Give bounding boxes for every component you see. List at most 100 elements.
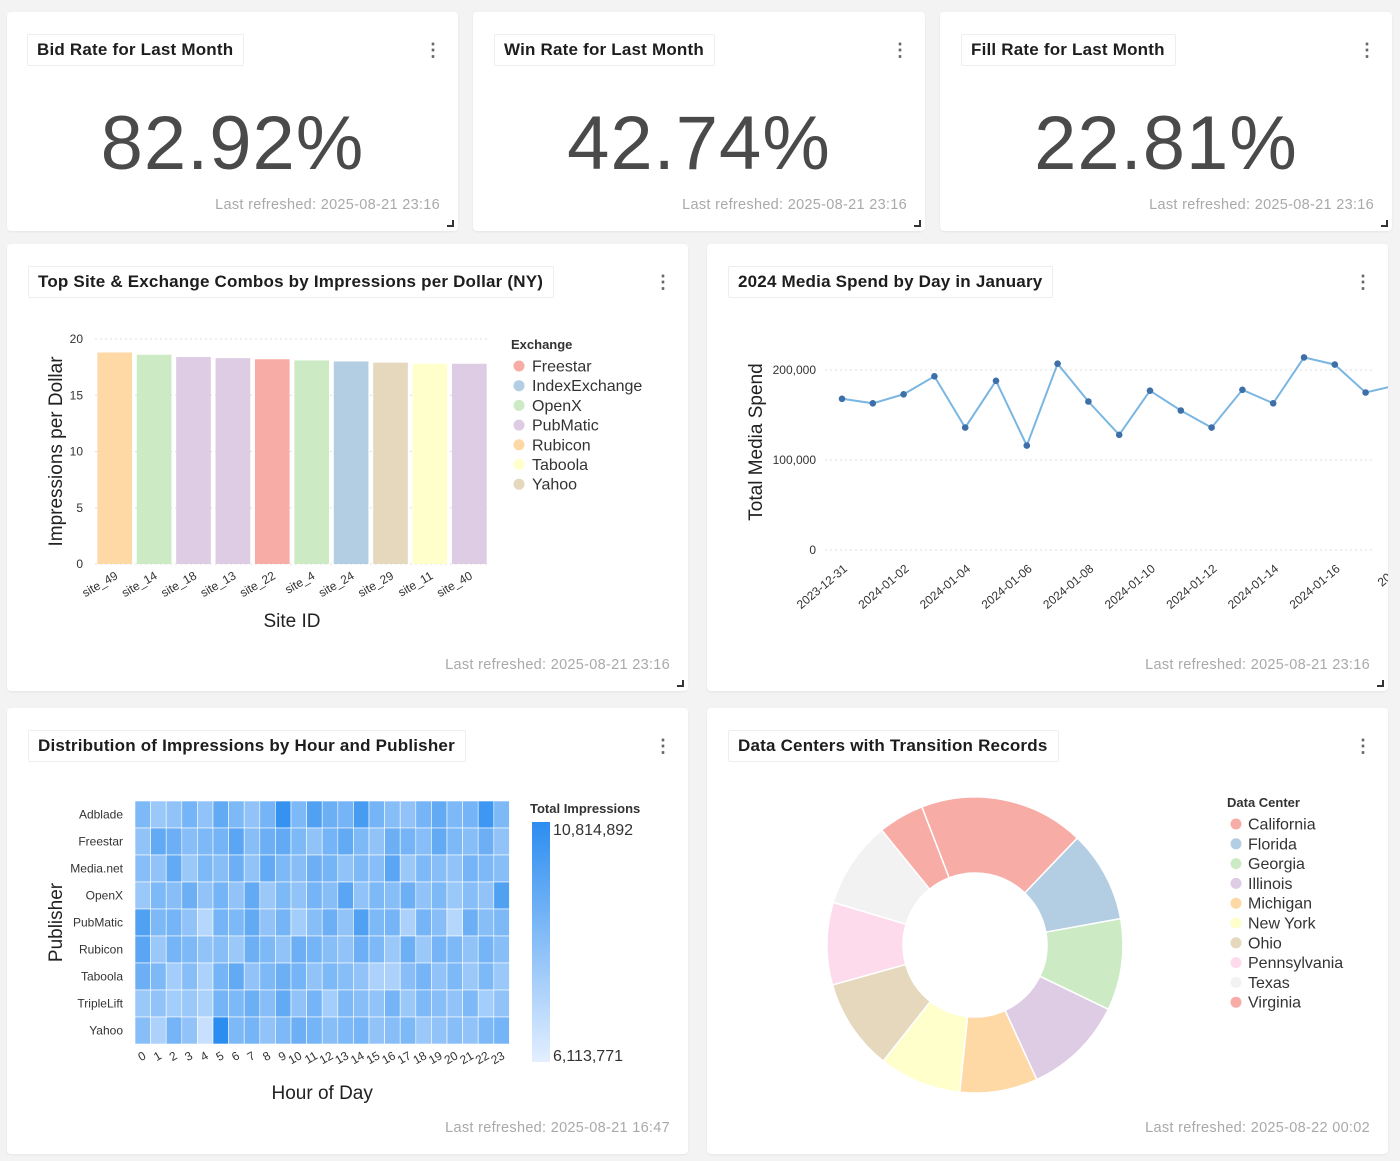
x-tick-label: site_22 [237, 568, 278, 600]
y-tick-label: 0 [76, 557, 83, 571]
x-tick-label: 21 [457, 1048, 476, 1067]
colorbar-min-label: 6,113,771 [553, 1048, 623, 1065]
heatmap-cell [165, 881, 183, 910]
resize-handle-icon[interactable] [914, 220, 921, 227]
x-tick-label: site_24 [316, 568, 357, 600]
heatmap-cell [134, 962, 151, 991]
bar [215, 358, 251, 564]
heatmap-cell [399, 881, 417, 910]
heatmap-cell [431, 962, 448, 991]
line-chart-card: 2024 Media Spend by Day in January ⋮ 0 10… [707, 244, 1388, 691]
heatmap-cell [134, 827, 151, 856]
kpi-value: 82.92% [100, 101, 365, 186]
heatmap-cell [150, 854, 167, 883]
legend-label: Ohio [1248, 935, 1282, 952]
legend-label: Freestar [532, 359, 592, 376]
x-tick-label: 17 [395, 1048, 414, 1067]
heatmap-cell [321, 800, 339, 829]
heatmap-cell [431, 827, 448, 856]
heatmap-cell [165, 827, 183, 856]
heatmap-cell [368, 935, 385, 964]
heatmap-cell [243, 935, 261, 964]
heatmap-cell [275, 989, 292, 1018]
heatmap-cell [446, 881, 463, 910]
heatmap-cell [212, 962, 229, 991]
series-line [841, 356, 1388, 449]
heatmap-cell [197, 1016, 214, 1045]
resize-handle-icon[interactable] [447, 220, 454, 227]
resize-handle-icon[interactable] [1377, 680, 1384, 687]
resize-handle-icon[interactable] [1381, 220, 1388, 227]
heatmap-cell [415, 1016, 432, 1045]
data-point [1239, 386, 1246, 394]
x-tick-label: 14 [348, 1048, 367, 1067]
heatmap-cell [306, 962, 323, 991]
bar [136, 354, 172, 564]
heatmap-cell [493, 800, 510, 829]
more-options-icon[interactable]: ⋮ [654, 736, 672, 756]
heatmap-cell [259, 827, 276, 856]
legend-label: IndexExchange [532, 378, 642, 395]
legend-label: Georgia [1248, 856, 1305, 873]
heatmap-cell [181, 1016, 198, 1045]
heatmap-cell [462, 827, 479, 856]
heatmap-cell [337, 908, 354, 937]
heatmap-cell [290, 827, 307, 856]
legend-label: PubMatic [532, 418, 599, 435]
y-tick-label: 5 [76, 501, 83, 515]
more-options-icon[interactable]: ⋮ [891, 40, 909, 60]
y-tick-label: Yahoo [89, 1024, 123, 1038]
more-options-icon[interactable]: ⋮ [424, 40, 442, 60]
data-point [1177, 407, 1185, 414]
heatmap-cell [150, 989, 167, 1018]
more-options-icon[interactable]: ⋮ [654, 272, 672, 292]
heatmap-cell [368, 800, 385, 829]
card-title: 2024 Media Spend by Day in January [728, 266, 1054, 298]
more-options-icon[interactable]: ⋮ [1354, 272, 1372, 292]
colorbar [532, 822, 550, 1062]
heatmap-cell [384, 908, 401, 937]
heatmap-cell [462, 1016, 479, 1045]
heatmap-cell [275, 935, 292, 964]
x-tick-label: 3 [182, 1048, 195, 1064]
heatmap-cell [290, 989, 307, 1018]
bar [294, 360, 330, 564]
y-axis-label: Publisher [46, 882, 67, 962]
y-tick-label: Adblade [79, 808, 123, 822]
legend-label: Taboola [532, 457, 588, 474]
legend-label: California [1248, 817, 1316, 834]
heatmap-cell [150, 935, 167, 964]
heatmap-cell [384, 881, 401, 910]
heatmap-cell [368, 962, 385, 991]
heatmap-cell [134, 935, 151, 964]
heatmap-cell [493, 1016, 510, 1045]
x-tick-label: 2024-01-04 [917, 561, 973, 611]
heatmap-cell [446, 1016, 463, 1045]
legend-marker [1230, 976, 1242, 988]
more-options-icon[interactable]: ⋮ [1354, 736, 1372, 756]
resize-handle-icon[interactable] [677, 680, 684, 687]
heatmap-cell [306, 881, 323, 910]
heatmap-cell [446, 854, 463, 883]
heatmap-cell [399, 1016, 417, 1045]
heatmap-cell [399, 827, 417, 856]
x-tick-label: 1 [151, 1048, 164, 1064]
heatmap-cell [493, 908, 510, 937]
heatmap-cell [368, 1016, 385, 1045]
donut-slice [880, 805, 951, 891]
last-refreshed: Last refreshed: 2025-08-21 23:16 [445, 657, 670, 673]
heatmap-cell [321, 1016, 339, 1045]
x-axis-label: Site ID [263, 611, 320, 632]
heatmap-cell [306, 989, 323, 1018]
heatmap-cell [134, 908, 151, 937]
heatmap-cell [181, 827, 198, 856]
more-options-icon[interactable]: ⋮ [1358, 40, 1376, 60]
heatmap-cell [259, 989, 276, 1018]
heatmap-cell [353, 908, 370, 937]
colorbar-max-label: 10,814,892 [553, 822, 633, 839]
data-point [900, 391, 907, 398]
x-tick-label: 12 [317, 1048, 336, 1067]
data-point [1146, 387, 1154, 394]
heatmap-cell [321, 935, 339, 964]
heatmap-cell [197, 962, 214, 991]
